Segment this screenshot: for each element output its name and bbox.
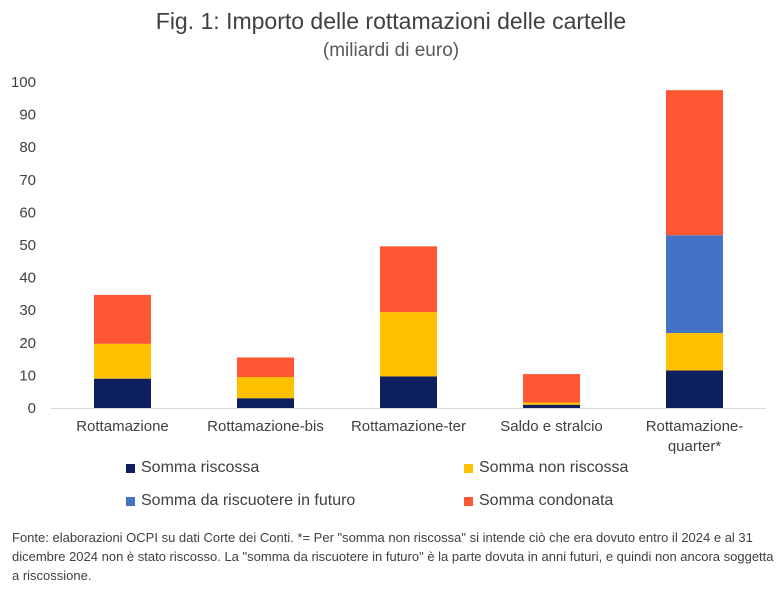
bar-segment (523, 404, 580, 408)
x-tick-label: Rottamazione-ter (351, 418, 466, 435)
y-tick-label: 20 (19, 335, 36, 352)
bar-segment (666, 90, 723, 236)
y-tick-label: 10 (19, 367, 36, 384)
y-tick-label: 80 (19, 139, 36, 156)
bar-segment (94, 294, 151, 344)
y-tick-label: 90 (19, 107, 36, 124)
bar-segment (380, 376, 437, 408)
y-tick-label: 50 (19, 237, 36, 254)
bar-segment (666, 333, 723, 371)
y-tick-label: 30 (19, 302, 36, 319)
x-tick-label: Rottamazione-bis (207, 418, 324, 435)
bar-segment (237, 357, 294, 378)
footnote: Fonte: elaborazioni OCPI su dati Corte d… (12, 530, 774, 583)
chart-title: Fig. 1: Importo delle rottamazioni delle… (155, 8, 627, 34)
y-tick-label: 100 (11, 74, 36, 91)
bar-segment (523, 374, 580, 403)
x-tick-label: Rottamazione-quarter* (646, 418, 744, 455)
bar-segment (380, 312, 437, 377)
y-tick-label: 40 (19, 270, 36, 287)
y-tick-label: 70 (19, 172, 36, 189)
x-tick-label: Saldo e stralcio (500, 418, 603, 435)
bar-segment (666, 370, 723, 408)
bar-segment (666, 235, 723, 334)
y-tick-label: 60 (19, 204, 36, 221)
y-tick-label: 0 (28, 400, 36, 417)
bar-segment (237, 377, 294, 399)
x-tick-label: Rottamazione (76, 418, 169, 435)
bar-segment (523, 402, 580, 405)
bar-segment (94, 378, 151, 408)
bar-segment (237, 398, 294, 408)
chart-subtitle: (miliardi di euro) (322, 40, 460, 61)
bar-segment (380, 246, 437, 313)
bar-segment (94, 343, 151, 379)
